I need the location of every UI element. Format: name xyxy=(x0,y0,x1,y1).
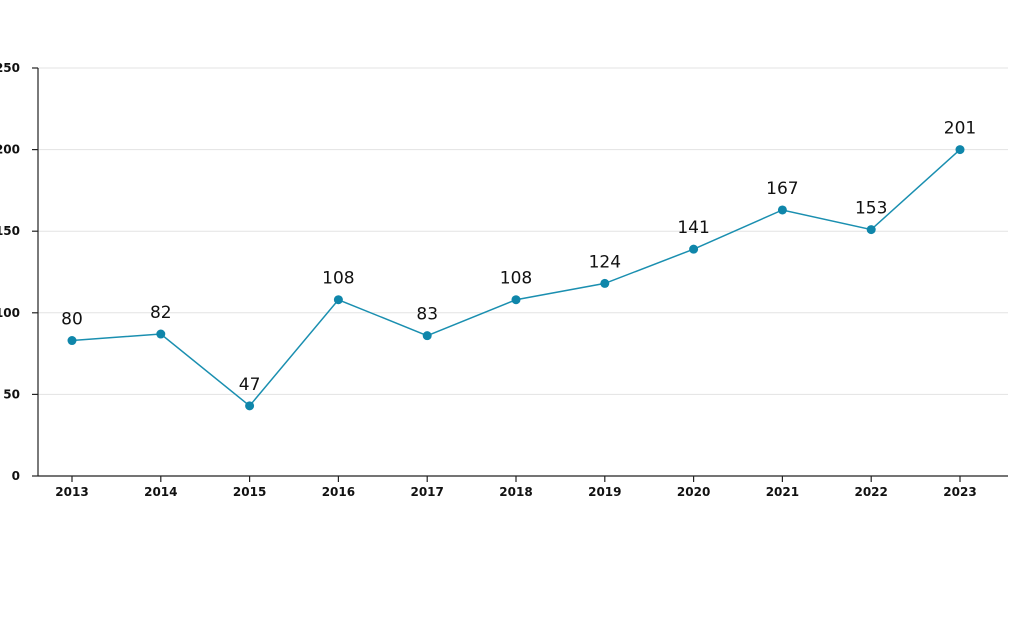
data-point xyxy=(156,329,166,339)
x-tick-label: 2015 xyxy=(233,485,266,499)
data-label: 80 xyxy=(61,310,83,330)
data-label: 108 xyxy=(500,269,532,289)
data-point xyxy=(777,205,787,215)
data-point xyxy=(67,336,77,346)
axes: 0501001502002502013201420152016201720182… xyxy=(0,61,1008,499)
data-point xyxy=(955,145,965,155)
x-tick-label: 2017 xyxy=(410,485,443,499)
x-tick-label: 2020 xyxy=(677,485,710,499)
y-tick-label: 150 xyxy=(0,224,20,238)
data-label: 167 xyxy=(766,179,798,199)
data-label: 153 xyxy=(855,199,887,219)
x-tick-label: 2022 xyxy=(854,485,887,499)
data-label: 82 xyxy=(150,303,172,323)
data-label: 83 xyxy=(416,305,438,325)
data-point xyxy=(333,295,343,305)
data-point xyxy=(422,331,432,341)
data-point xyxy=(511,295,521,305)
data-point xyxy=(245,401,255,411)
data-point xyxy=(689,244,699,254)
y-tick-label: 50 xyxy=(3,387,20,401)
data-label: 141 xyxy=(677,218,709,238)
data-label: 47 xyxy=(239,375,261,395)
data-point xyxy=(866,225,876,235)
grid-lines xyxy=(38,67,1008,395)
data-label: 124 xyxy=(589,252,621,272)
x-tick-label: 2021 xyxy=(766,485,799,499)
y-tick-label: 100 xyxy=(0,306,20,320)
y-tick-label: 250 xyxy=(0,61,20,75)
x-tick-label: 2013 xyxy=(55,485,88,499)
x-tick-label: 2019 xyxy=(588,485,621,499)
data-point xyxy=(600,278,610,288)
data-labels: 80 82 47 108 83 108 124 141 167 153 201 xyxy=(61,119,976,395)
y-tick-label: 0 xyxy=(12,469,20,483)
x-tick-label: 2016 xyxy=(322,485,355,499)
data-label: 108 xyxy=(322,269,354,289)
y-tick-label: 200 xyxy=(0,143,20,157)
x-tick-label: 2018 xyxy=(499,485,532,499)
series xyxy=(67,145,965,411)
data-label: 201 xyxy=(944,119,976,139)
x-tick-label: 2014 xyxy=(144,485,177,499)
x-tick-label: 2023 xyxy=(943,485,976,499)
